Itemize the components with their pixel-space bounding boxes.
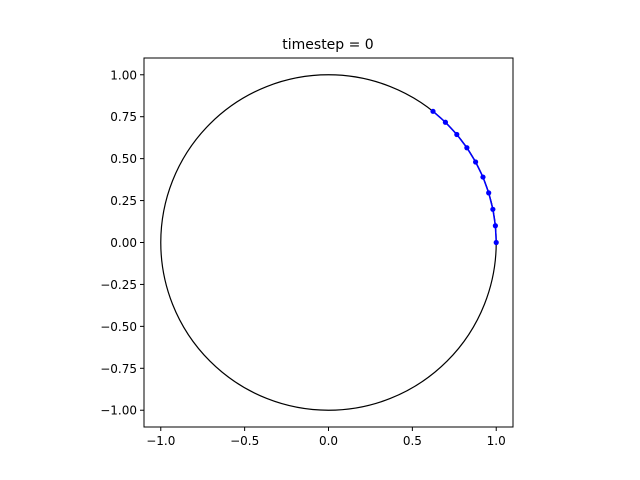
data-point-8 [454, 131, 460, 138]
data-point-9 [442, 119, 449, 125]
data-point-7 [464, 145, 470, 151]
x-tick-label: −0.5 [230, 434, 259, 448]
y-tick-label: 0.00 [110, 236, 137, 250]
y-tick-label: −1.00 [100, 404, 137, 418]
y-tick-label: −0.75 [100, 362, 137, 376]
y-tick-label: −0.50 [100, 320, 137, 334]
x-tick-label: 1.0 [487, 434, 506, 448]
plot-area [160, 74, 499, 411]
data-point-2 [492, 223, 498, 229]
x-tick-label: −1.0 [146, 434, 175, 448]
y-axis: 1.00 0.75 0.50 0.25 0.00 −0.25 −0.50 −0.75 −1.00 [100, 68, 144, 418]
y-tick-label: −0.25 [100, 278, 137, 292]
data-point-1 [493, 239, 499, 246]
x-axis: −1.0 −0.5 0.0 0.5 1.0 [146, 427, 506, 448]
y-tick-label: 1.00 [110, 68, 137, 82]
x-tick-label: 0.0 [319, 434, 338, 448]
y-tick-label: 0.75 [110, 110, 137, 124]
series-line [432, 110, 497, 243]
data-point-3 [490, 206, 496, 212]
chart-title: timestep = 0 [282, 37, 373, 53]
data-point-10 [430, 108, 436, 114]
data-point-5 [480, 174, 486, 180]
data-point-4 [486, 190, 492, 196]
data-point-6 [472, 159, 479, 165]
x-tick-label: 0.5 [403, 434, 422, 448]
y-tick-label: 0.25 [110, 194, 137, 208]
y-tick-label: 0.50 [110, 152, 137, 166]
